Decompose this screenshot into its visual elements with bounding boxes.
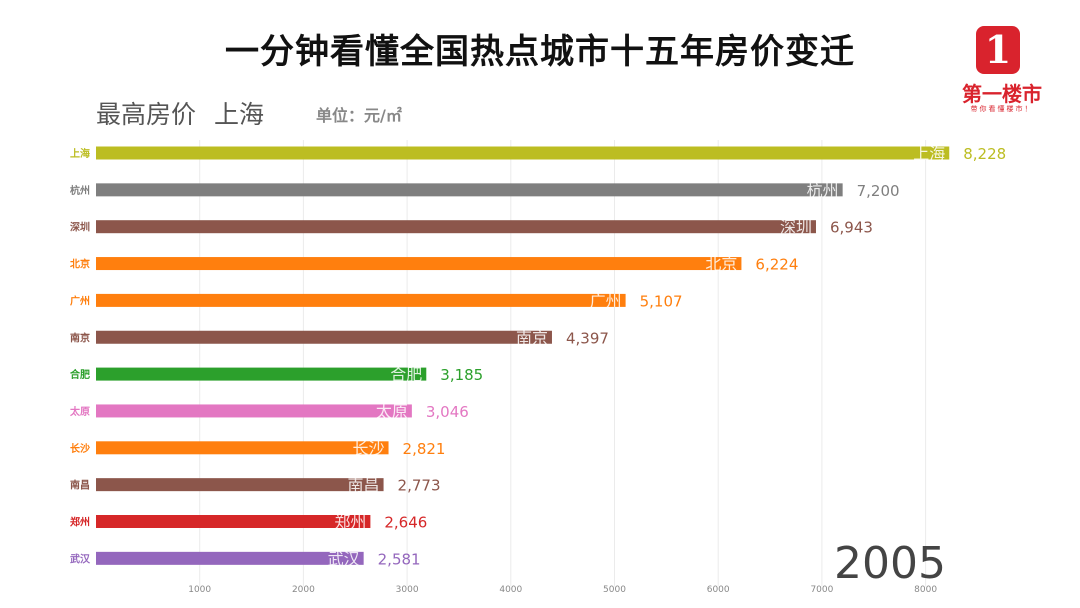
value-label: 6,224: [755, 256, 798, 274]
bar: [96, 367, 427, 381]
x-tick-label: 2000: [292, 585, 315, 595]
category-label: 广州: [70, 294, 90, 307]
logo-name: 第一楼市: [962, 82, 1042, 106]
value-label: 2,646: [384, 514, 427, 532]
bar-inner-label: 杭州: [807, 181, 839, 200]
x-tick-label: 5000: [603, 585, 626, 595]
value-label: 5,107: [640, 292, 683, 310]
bar-inner-label: 合肥: [390, 365, 422, 384]
bar-inner-label: 武汉: [328, 549, 360, 568]
bar-inner-label: 南昌: [348, 476, 380, 495]
bar: [96, 441, 389, 455]
bar: [96, 220, 816, 234]
x-tick-label: 1000: [188, 585, 211, 595]
brand-logo: 1 第一楼市 带你看懂楼市！: [952, 26, 1052, 118]
x-tick-label: 8000: [914, 585, 937, 595]
bar: [96, 293, 626, 307]
value-label: 2,821: [403, 440, 446, 458]
x-tick-label: 4000: [499, 585, 522, 595]
value-label: 4,397: [566, 329, 609, 347]
bar-inner-label: 太原: [376, 402, 408, 421]
bar: [96, 183, 843, 197]
bar-inner-label: 深圳: [780, 218, 812, 237]
year-label: 2005: [834, 538, 946, 589]
bar: [96, 257, 742, 271]
bar-inner-label: 长沙: [353, 439, 385, 458]
bar: [96, 330, 552, 344]
unit-label: 单位：元/㎡: [316, 106, 402, 125]
bar: [96, 146, 950, 160]
bar-inner-label: 广州: [590, 291, 622, 310]
x-tick-label: 7000: [810, 585, 833, 595]
value-label: 2,581: [378, 550, 421, 568]
bar: [96, 551, 364, 565]
bar-inner-label: 郑州: [334, 513, 366, 532]
category-label: 南京: [70, 331, 90, 344]
x-tick-label: 6000: [707, 585, 730, 595]
metric-label: 最高房价: [96, 100, 197, 129]
category-label: 合肥: [69, 368, 90, 381]
value-label: 3,046: [426, 403, 469, 421]
x-tick-label: 3000: [396, 585, 419, 595]
value-label: 7,200: [857, 182, 900, 200]
bar: [96, 404, 412, 418]
logo-slogan: 带你看懂楼市！: [970, 105, 1034, 113]
category-label: 上海: [70, 147, 90, 160]
category-label: 太原: [69, 405, 90, 418]
bar: [96, 515, 371, 528]
value-label: 3,185: [440, 366, 483, 384]
value-label: 8,228: [963, 145, 1006, 163]
value-label: 6,943: [830, 219, 873, 237]
category-label: 长沙: [70, 442, 90, 455]
category-label: 武汉: [70, 552, 91, 565]
logo-mark-icon: 1: [976, 26, 1020, 74]
category-label: 郑州: [70, 516, 90, 529]
bar-inner-label: 北京: [705, 255, 737, 274]
category-label: 杭州: [70, 184, 90, 197]
category-label: 北京: [70, 258, 90, 271]
leader-city: 上海: [214, 100, 265, 129]
category-label: 南昌: [70, 479, 90, 492]
value-label: 2,773: [398, 477, 441, 495]
chart-title: 一分钟看懂全国热点城市十五年房价变迁: [225, 32, 855, 72]
bar-inner-label: 上海: [913, 144, 945, 163]
category-label: 深圳: [70, 221, 90, 234]
bar-inner-label: 南京: [516, 328, 548, 347]
chart-subtitle: 最高房价 上海: [96, 95, 264, 131]
bar: [96, 478, 384, 492]
